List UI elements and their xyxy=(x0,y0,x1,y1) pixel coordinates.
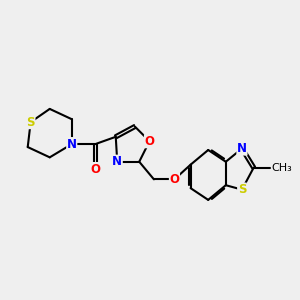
Text: O: O xyxy=(145,135,154,148)
Text: O: O xyxy=(90,163,100,176)
Text: CH₃: CH₃ xyxy=(271,163,292,172)
Text: N: N xyxy=(237,142,247,155)
Text: S: S xyxy=(238,183,246,196)
Text: N: N xyxy=(112,155,122,168)
Text: O: O xyxy=(169,173,179,186)
Text: S: S xyxy=(26,116,35,129)
Text: N: N xyxy=(67,138,77,151)
